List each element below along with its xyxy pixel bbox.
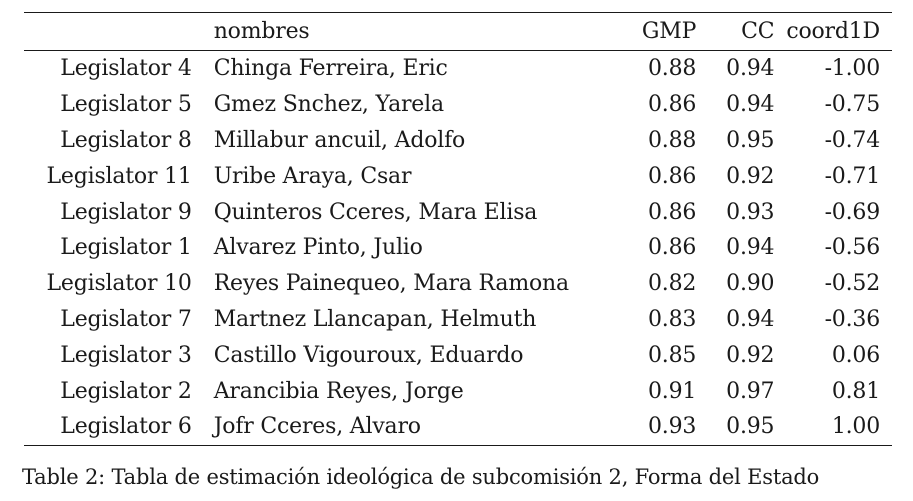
cell-coord1d: -0.52 [824,271,881,297]
cell-coord1d: -0.74 [824,127,881,153]
cell-gmp: 0.83 [648,306,697,332]
cell-cc: 0.94 [726,306,775,332]
cell-coord1d: -0.56 [824,235,881,261]
table-header-row: nombres GMP CC coord1D [24,12,892,51]
table-row: Legislator 2 Arancibia Reyes, Jorge 0.91… [24,373,892,409]
cell-nombres: Millabur ancuil, Adolfo [213,127,466,153]
cell-coord1d: -1.00 [824,56,881,82]
header-coord1d: coord1D [786,19,880,44]
cell-gmp: 0.88 [648,56,697,82]
cell-nombres: Reyes Painequeo, Mara Ramona [213,271,569,297]
cell-gmp: 0.86 [648,163,697,189]
cell-legislator: Legislator 11 [46,163,192,189]
table-row: Legislator 9 Quinteros Cceres, Mara Elis… [24,194,892,230]
cell-gmp: 0.85 [648,342,697,368]
table-row: Legislator 6 Jofr Cceres, Alvaro 0.93 0.… [24,409,892,446]
cell-coord1d: -0.36 [824,306,881,332]
cell-nombres: Gmez Snchez, Yarela [213,92,444,118]
cell-legislator: Legislator 5 [60,92,192,118]
cell-legislator: Legislator 4 [60,56,192,82]
table-row: Legislator 5 Gmez Snchez, Yarela 0.86 0.… [24,87,892,123]
cell-cc: 0.92 [726,163,775,189]
cell-legislator: Legislator 3 [60,342,192,368]
cell-gmp: 0.86 [648,199,697,225]
table-caption: Table 2: Tabla de estimación ideológica … [22,465,820,489]
cell-gmp: 0.86 [648,235,697,261]
cell-coord1d: 0.06 [831,342,880,368]
cell-legislator: Legislator 8 [60,127,192,153]
cell-nombres: Alvarez Pinto, Julio [213,235,423,261]
cell-coord1d: -0.69 [824,199,881,225]
table-row: Legislator 10 Reyes Painequeo, Mara Ramo… [24,266,892,302]
cell-gmp: 0.88 [648,127,697,153]
cell-nombres: Chinga Ferreira, Eric [213,56,448,82]
ideology-estimation-table: nombres GMP CC coord1D Legislator 4 Chin… [24,12,892,446]
cell-nombres: Martnez Llancapan, Helmuth [213,306,537,332]
cell-coord1d: -0.71 [824,163,881,189]
cell-legislator: Legislator 10 [46,271,192,297]
cell-coord1d: 1.00 [831,414,880,440]
table-row: Legislator 4 Chinga Ferreira, Eric 0.88 … [24,51,892,87]
cell-cc: 0.94 [726,235,775,261]
cell-gmp: 0.93 [648,414,697,440]
cell-coord1d: -0.75 [824,92,881,118]
cell-cc: 0.93 [726,199,775,225]
cell-gmp: 0.91 [648,378,697,404]
header-legislator [24,13,214,51]
cell-nombres: Castillo Vigouroux, Eduardo [213,342,524,368]
header-cc: CC [741,19,775,44]
table-row: Legislator 7 Martnez Llancapan, Helmuth … [24,302,892,338]
cell-coord1d: 0.81 [831,378,880,404]
header-nombres: nombres [213,19,310,44]
cell-legislator: Legislator 7 [60,306,192,332]
table-row: Legislator 3 Castillo Vigouroux, Eduardo… [24,337,892,373]
cell-legislator: Legislator 9 [60,199,192,225]
table-row: Legislator 8 Millabur ancuil, Adolfo 0.8… [24,123,892,159]
table-row: Legislator 11 Uribe Araya, Csar 0.86 0.9… [24,158,892,194]
cell-nombres: Arancibia Reyes, Jorge [213,378,464,404]
cell-nombres: Uribe Araya, Csar [213,163,412,189]
cell-legislator: Legislator 2 [60,378,192,404]
cell-cc: 0.97 [726,378,775,404]
cell-legislator: Legislator 1 [60,235,192,261]
cell-cc: 0.90 [726,271,775,297]
cell-nombres: Quinteros Cceres, Mara Elisa [213,199,538,225]
cell-gmp: 0.86 [648,92,697,118]
cell-cc: 0.94 [726,56,775,82]
cell-cc: 0.95 [726,414,775,440]
cell-gmp: 0.82 [648,271,697,297]
cell-cc: 0.92 [726,342,775,368]
cell-cc: 0.94 [726,92,775,118]
results-table-container: nombres GMP CC coord1D Legislator 4 Chin… [24,12,892,446]
table-row: Legislator 1 Alvarez Pinto, Julio 0.86 0… [24,230,892,266]
cell-nombres: Jofr Cceres, Alvaro [213,414,421,440]
cell-cc: 0.95 [726,127,775,153]
cell-legislator: Legislator 6 [60,414,192,440]
header-gmp: GMP [641,19,697,44]
